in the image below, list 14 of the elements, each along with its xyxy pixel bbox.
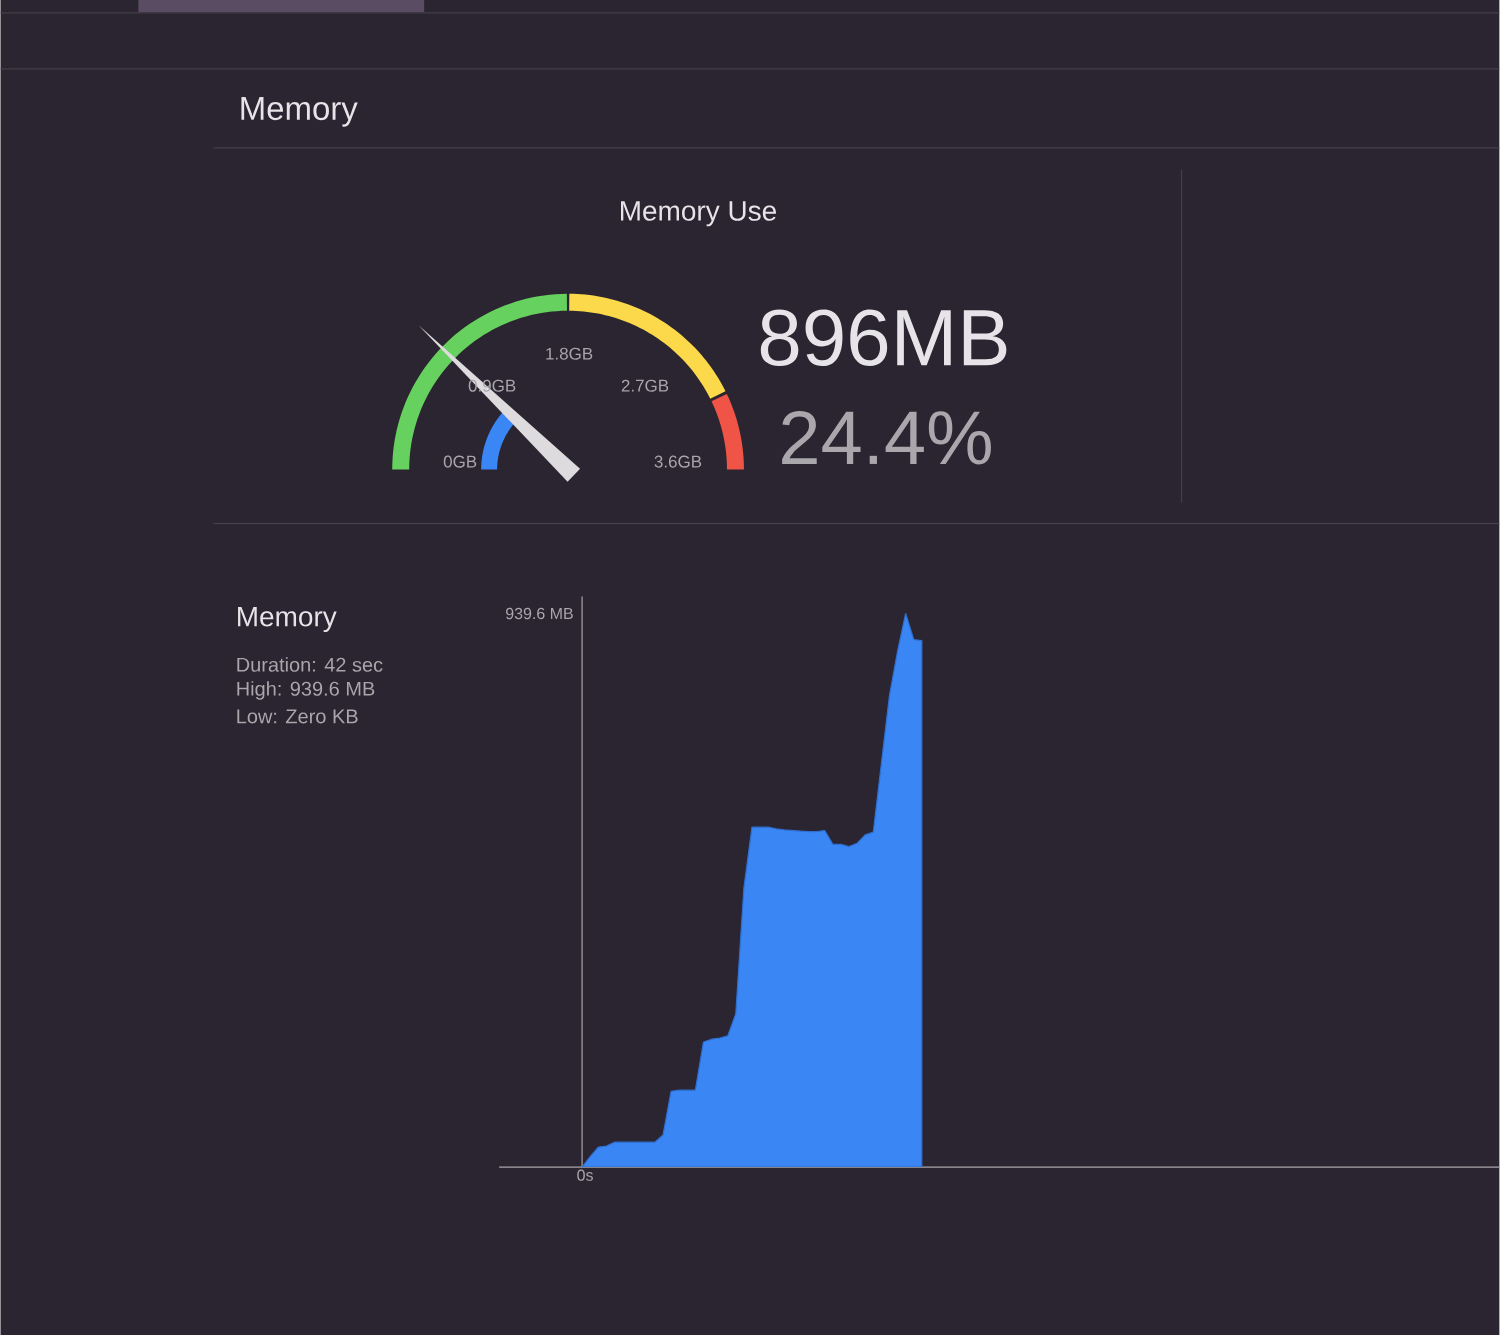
text: 3.6GB (654, 455, 702, 468)
text: 939.6 MB (505, 607, 573, 620)
text: Memory (241, 97, 358, 127)
text: 0s (577, 1169, 593, 1181)
text: 24.4% (782, 410, 991, 465)
text: Duration: 42 sec (237, 657, 383, 672)
text: 2.7GB (621, 379, 669, 392)
text: Low: Zero KB (237, 709, 358, 724)
text: 896MB (760, 309, 1007, 367)
text: Memory (238, 607, 337, 633)
text: High: 939.6 MB (237, 681, 375, 700)
text: Memory Use (621, 201, 776, 227)
text: 1.8GB (546, 347, 593, 360)
text: 0GB (443, 455, 477, 468)
